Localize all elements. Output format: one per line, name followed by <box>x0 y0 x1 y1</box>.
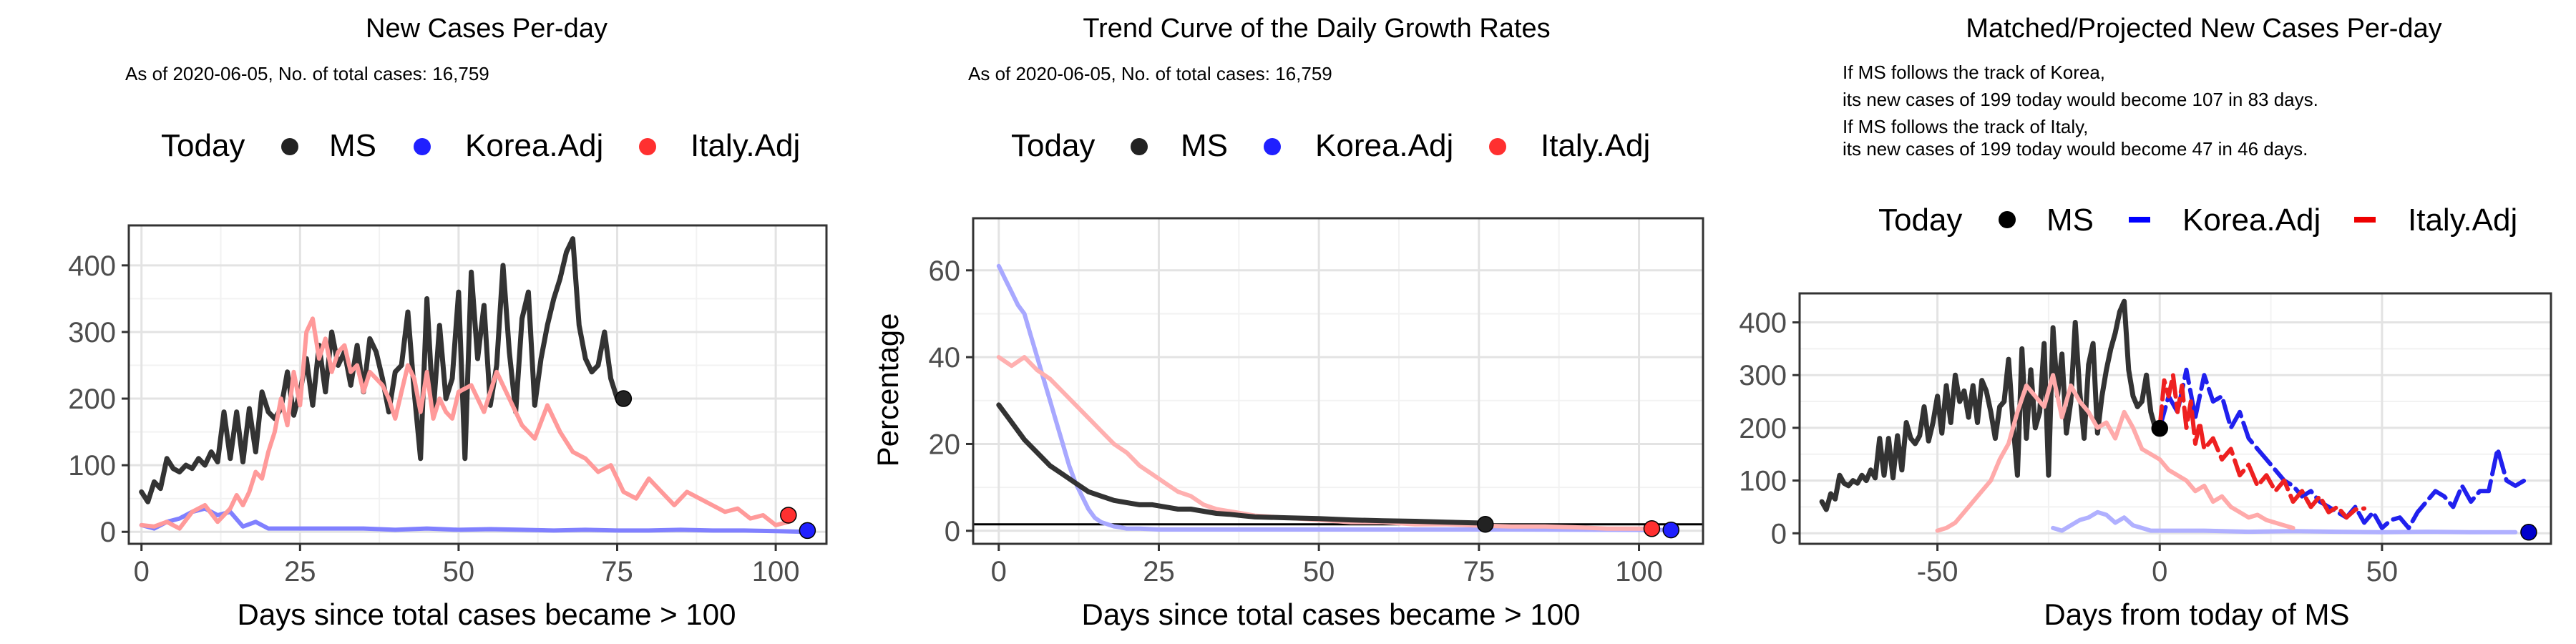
panel2-y-tick-label: 0 <box>945 516 960 547</box>
panel2-legend: Today MS Korea.Adj Italy.Adj <box>1011 128 1650 163</box>
panel3-x-tick-label: 50 <box>2366 556 2399 587</box>
panel2-x-tick-label: 100 <box>1615 556 1663 587</box>
panel1-x-tick-label: 25 <box>284 556 316 587</box>
panel3-series-ms <box>1819 298 2162 512</box>
panel2-y-tick-label: 20 <box>929 429 961 460</box>
panel3-series-italy-adj-projected <box>2157 373 2367 520</box>
panel3-y-tick-label: 100 <box>1739 466 1787 497</box>
panel1-subtitle: As of 2020-06-05, No. of total cases: 16… <box>125 63 489 84</box>
panel1-series-ms <box>139 236 626 504</box>
panel1-plot-background <box>129 225 826 544</box>
panel3-legend-label-ms: MS <box>2046 203 2094 238</box>
panel1-legend-dot-italy <box>639 138 656 155</box>
panel1-x-tick-label: 0 <box>134 556 150 587</box>
panel3-legend-line-italy <box>2354 217 2376 223</box>
panel3-series-korea-adj <box>2051 509 2518 535</box>
panel2-x-tick-label: 0 <box>991 556 1007 587</box>
panel2-series-ms <box>996 402 1488 527</box>
panel2-x-axis-title: Days since total cases became > 100 <box>1082 597 1581 631</box>
panel2-y-tick-label: 60 <box>929 255 961 287</box>
panel1-legend-dot-korea <box>414 138 431 155</box>
panel1-title: New Cases Per-day <box>366 14 608 44</box>
panel3-today-point-ms <box>2151 419 2169 437</box>
panel2-legend-label-italy: Italy.Adj <box>1541 128 1650 163</box>
panel2-legend-label-korea: Korea.Adj <box>1315 128 1453 163</box>
panel2-today-point-korea-adj <box>1662 521 1680 539</box>
panel3-subtitle-line3: If MS follows the track of Italy, <box>1843 116 2088 137</box>
panel3-x-tick-label: -50 <box>1917 556 1958 587</box>
panel1-x-axis-title: Days since total cases became > 100 <box>238 597 736 631</box>
panel3-x-tick-label: 0 <box>2152 556 2167 587</box>
panel2-plot-background <box>973 218 1703 544</box>
panel1-x-tick-label: 50 <box>443 556 475 587</box>
panel1-plot-border <box>127 224 828 545</box>
panel2-legend-title: Today <box>1011 128 1095 163</box>
panel2-today-point-ms <box>1477 515 1494 533</box>
panel2-subtitle: As of 2020-06-05, No. of total cases: 16… <box>968 63 1332 84</box>
panel2-x-tick-label: 75 <box>1463 556 1496 587</box>
panel3-y-tick-label: 0 <box>1771 518 1787 550</box>
panel1-y-tick-label: 0 <box>100 517 116 548</box>
panel3-title: Matched/Projected New Cases Per-day <box>1966 14 2441 44</box>
panel2-plot-border <box>972 217 1704 545</box>
panel1-y-tick-label: 400 <box>68 250 116 282</box>
panel1-y-tick-label: 100 <box>68 450 116 482</box>
panel-new-cases: New Cases Per-day As of 2020-06-05, No. … <box>68 14 828 631</box>
panel1-legend-label-italy: Italy.Adj <box>691 128 800 163</box>
panel2-legend-label-ms: MS <box>1181 128 1228 163</box>
panel3-legend: Today MS Korea.Adj Italy.Adj <box>1878 203 2517 238</box>
panel-projected: Matched/Projected New Cases Per-day If M… <box>1739 14 2552 631</box>
panel3-plot: -50 0 50 0 100 200 300 400 <box>1739 292 2552 587</box>
panel1-x-tick-label: 100 <box>752 556 800 587</box>
panel2-title: Trend Curve of the Daily Growth Rates <box>1083 14 1550 44</box>
panel2-x-tick-label: 25 <box>1143 556 1175 587</box>
panel3-y-tick-label: 300 <box>1739 360 1787 391</box>
panel3-subtitle-line4: its new cases of 199 today would become … <box>1843 138 2308 160</box>
panel3-plot-border <box>1798 292 2552 545</box>
panel1-legend-title: Today <box>161 128 245 163</box>
panel3-series-italy-adj <box>1935 373 2296 533</box>
panel2-x-tick-label: 50 <box>1303 556 1335 587</box>
panel2-series-italy-adj <box>996 355 1654 531</box>
panel3-subtitle-line1: If MS follows the track of Korea, <box>1843 62 2105 83</box>
panel3-x-axis-title: Days from today of MS <box>2044 597 2349 631</box>
panel2-plot: 0 25 50 75 100 0 20 40 60 <box>929 217 1704 587</box>
panel1-legend: Today MS Korea.Adj Italy.Adj <box>161 128 800 163</box>
panel1-y-tick-label: 200 <box>68 384 116 415</box>
panel1-legend-dot-ms <box>281 138 298 155</box>
panel3-legend-title: Today <box>1878 203 1962 238</box>
panel3-legend-dot-ms <box>1999 211 2016 228</box>
panel3-legend-line-korea <box>2129 217 2150 223</box>
panel1-series-italy-adj <box>139 316 791 531</box>
panel3-y-tick-label: 200 <box>1739 413 1787 444</box>
panel3-subtitle-line2: its new cases of 199 today would become … <box>1843 89 2318 110</box>
panel1-today-point-ms <box>615 390 633 407</box>
panel1-today-point-korea-adj <box>799 522 816 540</box>
panel2-legend-dot-korea <box>1264 138 1281 155</box>
panel2-today-point-italy-adj <box>1643 520 1661 537</box>
panel3-legend-label-italy: Italy.Adj <box>2408 203 2517 238</box>
panel1-plot: 0 25 50 75 100 0 100 200 300 400 <box>68 224 828 587</box>
panel1-x-tick-label: 75 <box>601 556 633 587</box>
panel3-today-point-korea-adj <box>2520 524 2537 541</box>
panel3-y-tick-label: 400 <box>1739 308 1787 339</box>
panel-growth-rates: Trend Curve of the Daily Growth Rates As… <box>871 14 1704 631</box>
panel1-today-point-italy-adj <box>780 507 797 524</box>
panel3-legend-label-korea: Korea.Adj <box>2182 203 2321 238</box>
panel2-legend-dot-ms <box>1131 138 1148 155</box>
panel2-legend-dot-italy <box>1489 138 1506 155</box>
panel2-y-tick-label: 40 <box>929 342 961 374</box>
panel1-legend-label-ms: MS <box>329 128 376 163</box>
panel2-y-axis-title: Percentage <box>871 313 904 467</box>
panel2-series-korea-adj <box>996 263 1674 532</box>
panel1-legend-label-korea: Korea.Adj <box>465 128 603 163</box>
panel1-y-tick-label: 300 <box>68 317 116 348</box>
